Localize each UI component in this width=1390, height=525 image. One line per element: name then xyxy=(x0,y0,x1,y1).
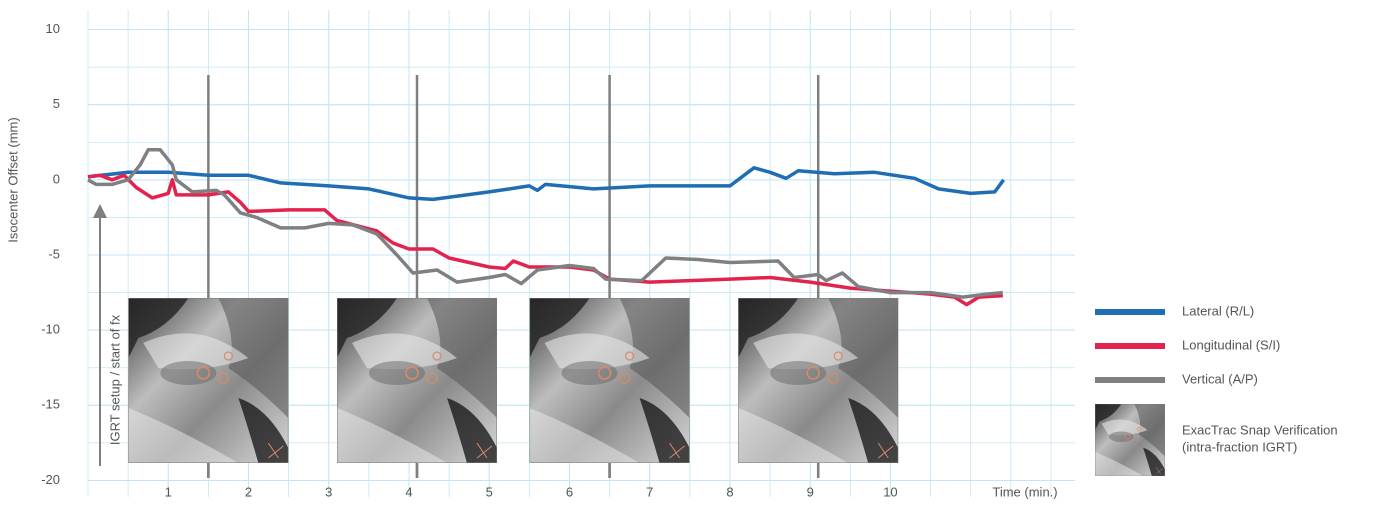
y-tick-label: -20 xyxy=(41,472,60,487)
legend-label: Vertical (A/P) xyxy=(1182,371,1258,386)
x-tick-label: 4 xyxy=(405,484,412,499)
y-tick-label: 5 xyxy=(53,96,60,111)
y-tick-label: -5 xyxy=(48,246,60,261)
snap-image xyxy=(337,298,497,463)
x-axis-label: Time (min.) xyxy=(992,484,1057,499)
x-tick-label: 3 xyxy=(325,484,332,499)
x-tick-label: 6 xyxy=(566,484,573,499)
chart: Isocenter Offset (mm) Time (min.) IGRT s… xyxy=(0,0,1390,525)
x-tick-label: 10 xyxy=(883,484,897,499)
y-tick-label: 10 xyxy=(46,21,60,36)
x-tick-label: 8 xyxy=(726,484,733,499)
y-tick-label: -10 xyxy=(41,322,60,337)
x-tick-label: 2 xyxy=(245,484,252,499)
legend-snap-image xyxy=(1095,404,1165,476)
snap-image xyxy=(530,298,690,463)
y-tick-label: -15 xyxy=(41,397,60,412)
y-axis-label: Isocenter Offset (mm) xyxy=(5,117,20,242)
legend-label: Longitudinal (S/I) xyxy=(1182,337,1280,352)
x-tick-label: 5 xyxy=(486,484,493,499)
x-tick-label: 1 xyxy=(165,484,172,499)
snap-image xyxy=(738,298,898,463)
legend-label: (intra-fraction IGRT) xyxy=(1182,439,1297,454)
x-tick-label: 9 xyxy=(807,484,814,499)
annotation: IGRT setup / start of fx xyxy=(107,314,122,445)
y-tick-label: 0 xyxy=(53,171,60,186)
legend-label: Lateral (R/L) xyxy=(1182,303,1254,318)
x-tick-label: 7 xyxy=(646,484,653,499)
annotation-arrowhead xyxy=(93,204,107,218)
snap-image xyxy=(128,298,288,463)
legend: Lateral (R/L) Longitudinal (S/I) Vertical … xyxy=(1095,303,1338,476)
legend-label: ExacTrac Snap Verification xyxy=(1182,422,1338,437)
